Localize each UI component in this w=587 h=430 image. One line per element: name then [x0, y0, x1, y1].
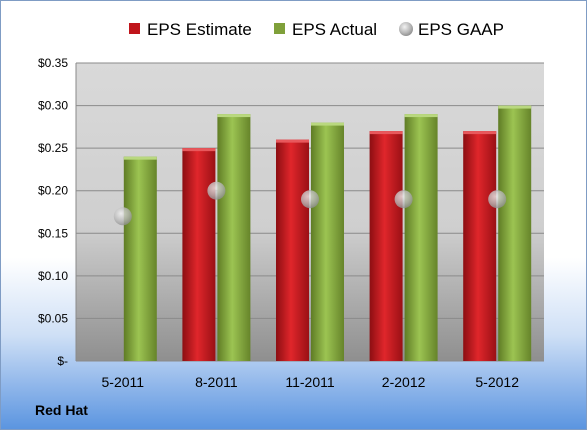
y-tick-label: $-	[57, 354, 68, 368]
x-tick-label: 5-2012	[475, 374, 519, 390]
x-tick-label: 5-2011	[102, 374, 145, 390]
bar-eps-estimate-top	[182, 148, 216, 152]
y-tick-label: $0.10	[38, 269, 68, 283]
bar-eps-actual	[123, 156, 157, 361]
bar-eps-estimate	[182, 148, 216, 361]
marker-eps-gaap	[488, 190, 507, 209]
x-tick-label: 2-2012	[382, 374, 426, 390]
bar-eps-estimate-top	[276, 139, 309, 143]
legend-eps-gaap-swatch	[399, 22, 413, 36]
marker-eps-gaap	[207, 181, 226, 200]
y-tick-label: $0.20	[38, 184, 68, 198]
bar-eps-actual-top	[123, 156, 157, 160]
bar-eps-estimate	[463, 131, 497, 361]
legend-eps-actual-swatch	[274, 23, 285, 34]
bar-eps-actual	[311, 122, 344, 361]
bar-eps-actual	[217, 114, 251, 361]
bar-eps-estimate	[369, 131, 403, 361]
bar-eps-estimate-top	[369, 131, 403, 135]
legend-eps-gaap-label: EPS GAAP	[418, 20, 504, 39]
y-tick-label: $0.35	[38, 56, 68, 70]
marker-eps-gaap	[301, 190, 319, 209]
y-tick-label: $0.30	[38, 99, 68, 113]
legend-eps-estimate-label: EPS Estimate	[147, 20, 252, 39]
bar-eps-actual-top	[498, 105, 532, 109]
company-label: Red Hat	[35, 402, 88, 418]
bar-eps-actual	[498, 105, 532, 361]
legend-eps-estimate-swatch	[129, 23, 140, 34]
x-tick-label: 11-2011	[285, 374, 335, 390]
bar-eps-actual	[404, 114, 438, 361]
legend-eps-actual-label: EPS Actual	[292, 20, 377, 39]
marker-eps-gaap	[113, 207, 132, 226]
bar-eps-actual-top	[404, 114, 438, 118]
bar-eps-actual-top	[311, 122, 344, 126]
bar-eps-actual-top	[217, 114, 251, 118]
x-tick-label: 8-2011	[195, 374, 238, 390]
bar-eps-estimate	[276, 139, 309, 361]
marker-eps-gaap	[394, 190, 413, 209]
y-tick-label: $0.05	[38, 311, 68, 325]
y-tick-label: $0.15	[38, 226, 68, 240]
y-tick-label: $0.25	[38, 141, 68, 155]
bar-eps-estimate-top	[463, 131, 497, 135]
